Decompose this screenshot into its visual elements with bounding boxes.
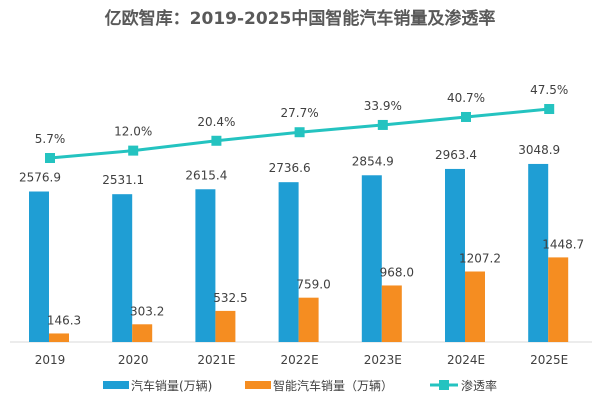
- bar-car-sales: [528, 163, 549, 342]
- x-tick-label: 2021E: [197, 353, 235, 367]
- bar-smart-car-sales: [548, 257, 569, 342]
- data-label-penetration: 27.7%: [281, 106, 319, 120]
- bar-smart-car-sales: [132, 324, 153, 342]
- legend-label-penetration: 渗透率: [461, 378, 497, 393]
- data-label-car-sales: 2963.4: [435, 148, 477, 162]
- x-tick-label: 2020: [118, 353, 149, 367]
- data-label-smart-car-sales: 303.2: [130, 304, 164, 318]
- data-label-penetration: 20.4%: [197, 115, 235, 129]
- bar-smart-car-sales: [465, 271, 485, 342]
- bar-smart-car-sales: [215, 310, 236, 342]
- x-tick-label: 2025E: [530, 353, 568, 367]
- data-label-penetration: 47.5%: [530, 83, 568, 97]
- bar-car-sales: [361, 175, 382, 342]
- data-label-car-sales: 2576.9: [19, 171, 61, 185]
- bar-car-sales: [445, 168, 465, 342]
- data-label-smart-car-sales: 532.5: [213, 291, 247, 305]
- bar-smart-car-sales: [49, 333, 69, 342]
- legend-label-car-sales: 汽车销量(万辆): [131, 378, 212, 393]
- data-label-smart-car-sales: 1448.7: [542, 237, 584, 251]
- penetration-marker: [377, 119, 388, 130]
- data-label-car-sales: 3048.9: [518, 143, 560, 157]
- bar-smart-car-sales: [381, 285, 402, 342]
- x-tick-label: 2023E: [364, 353, 402, 367]
- penetration-marker: [128, 145, 139, 156]
- legend-swatch-smart-car-sales: [245, 381, 271, 389]
- data-label-penetration: 12.0%: [114, 125, 152, 139]
- penetration-marker: [461, 111, 471, 122]
- penetration-marker: [294, 127, 305, 138]
- data-label-car-sales: 2531.1: [102, 173, 144, 187]
- bar-car-sales: [112, 194, 133, 342]
- bar-car-sales: [29, 191, 49, 342]
- legend-marker-penetration: [439, 380, 449, 390]
- penetration-marker: [211, 135, 222, 146]
- data-label-smart-car-sales: 968.0: [380, 265, 414, 279]
- data-label-penetration: 5.7%: [35, 132, 66, 146]
- data-label-penetration: 40.7%: [447, 91, 485, 105]
- data-label-smart-car-sales: 759.0: [296, 278, 330, 292]
- x-tick-label: 2024E: [447, 353, 485, 367]
- bar-smart-car-sales: [298, 297, 319, 342]
- penetration-marker: [544, 104, 555, 115]
- legend-swatch-car-sales: [103, 381, 129, 389]
- data-label-penetration: 33.9%: [364, 99, 402, 113]
- penetration-marker: [45, 153, 55, 163]
- data-label-car-sales: 2736.6: [269, 161, 311, 175]
- legend-label-smart-car-sales: 智能汽车销量（万辆）: [273, 378, 393, 393]
- bar-car-sales: [195, 189, 216, 342]
- x-tick-label: 2019: [35, 353, 66, 367]
- data-label-smart-car-sales: 1207.2: [459, 251, 501, 265]
- data-label-car-sales: 2854.9: [352, 154, 394, 168]
- data-label-car-sales: 2615.4: [185, 168, 227, 182]
- x-tick-label: 2022E: [281, 353, 319, 367]
- chart-title: 亿欧智库：2019-2025中国智能汽车销量及渗透率: [105, 8, 496, 29]
- bar-car-sales: [278, 182, 299, 342]
- data-label-smart-car-sales: 146.3: [47, 313, 81, 327]
